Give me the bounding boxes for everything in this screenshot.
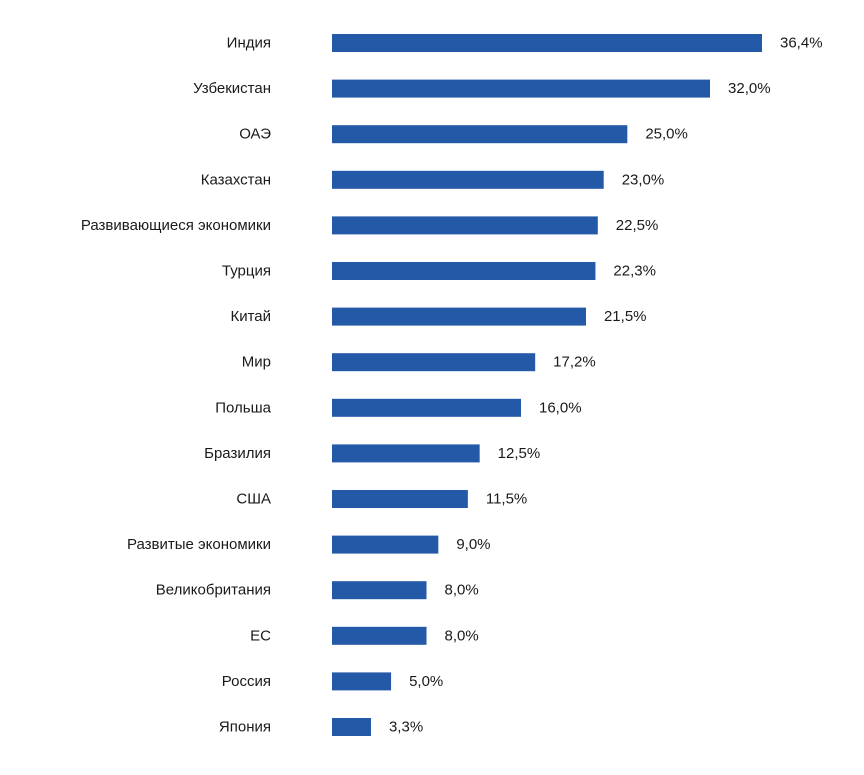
bar	[332, 535, 439, 554]
category-label: Польша	[215, 399, 271, 416]
category-label: Мир	[242, 354, 271, 371]
bar	[332, 490, 468, 508]
value-label: 8,0%	[445, 627, 479, 644]
value-label: 17,2%	[553, 354, 596, 371]
value-label: 5,0%	[409, 673, 443, 690]
bar	[332, 672, 392, 691]
value-label: 36,4%	[780, 35, 823, 52]
category-label: Турция	[222, 263, 271, 280]
bar	[332, 398, 522, 417]
category-label: Великобритания	[156, 582, 271, 599]
bar	[332, 216, 598, 235]
value-label: 11,5%	[486, 491, 527, 508]
category-label: ЕС	[250, 627, 271, 644]
category-label: США	[236, 491, 271, 508]
value-label: 22,3%	[613, 263, 656, 280]
value-label: 25,0%	[645, 126, 688, 143]
category-label: ОАЭ	[239, 126, 271, 143]
category-label: Узбекистан	[193, 80, 271, 97]
category-label: Индия	[227, 35, 271, 52]
category-label: Бразилия	[204, 445, 271, 462]
category-label: Казахстан	[201, 171, 271, 188]
value-label: 16,0%	[539, 399, 582, 416]
bar	[332, 444, 480, 463]
value-label: 22,5%	[616, 217, 659, 234]
value-label: 21,5%	[604, 308, 647, 325]
bar	[332, 262, 596, 280]
category-label: Япония	[219, 719, 271, 736]
value-label: 8,0%	[445, 582, 479, 599]
bar	[332, 718, 371, 736]
bar	[332, 79, 711, 98]
value-label: 23,0%	[622, 171, 665, 188]
value-label: 3,3%	[389, 719, 423, 736]
bar	[332, 353, 536, 372]
bar	[332, 307, 586, 326]
bar	[332, 34, 762, 52]
bar	[332, 626, 427, 645]
category-label: Россия	[222, 673, 271, 690]
value-label: 32,0%	[728, 80, 771, 97]
bar	[332, 170, 604, 189]
value-label: 9,0%	[456, 536, 490, 553]
category-label: Развитые экономики	[127, 536, 271, 553]
category-label: Китай	[230, 308, 271, 325]
category-label: Развивающиеся экономики	[81, 217, 271, 234]
bar	[332, 581, 427, 600]
value-label: 12,5%	[498, 445, 541, 462]
bar	[332, 125, 628, 144]
